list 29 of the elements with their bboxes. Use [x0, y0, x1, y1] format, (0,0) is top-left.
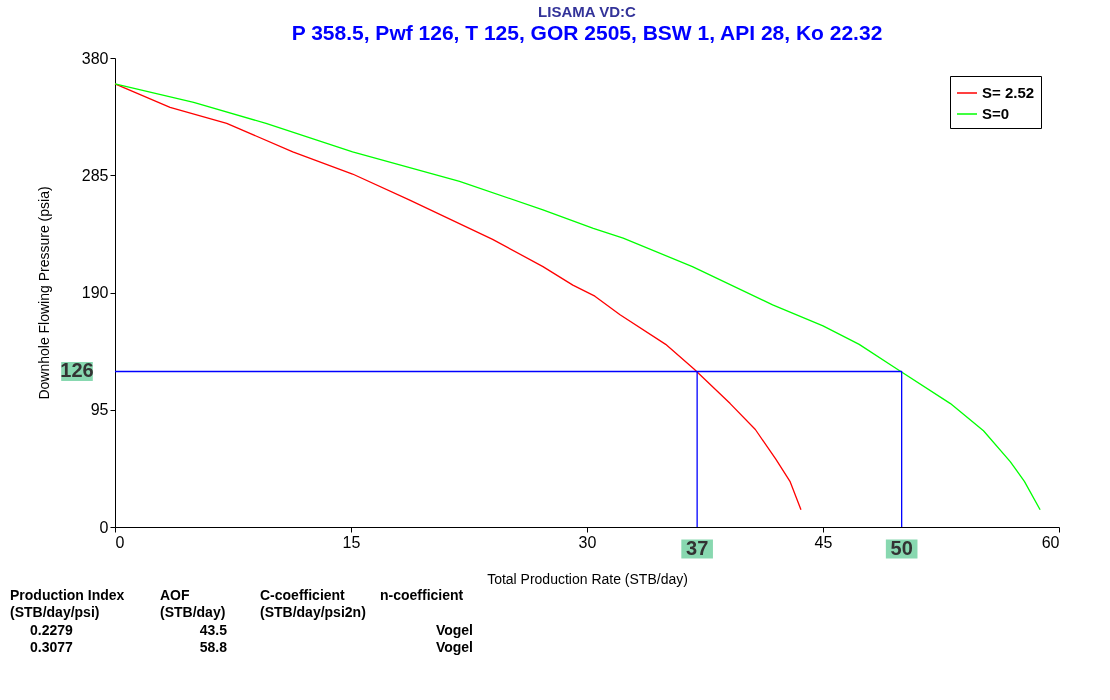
- text: Production Index (STB/day/psi): [10, 587, 125, 620]
- annotation: 37: [686, 537, 709, 559]
- x-tick-label: 45: [814, 533, 833, 551]
- text: 0.3077: [30, 639, 74, 655]
- text: C-coefficient (STB/day/psi2n): [260, 587, 366, 620]
- chart-subtitle: P 358.5, Pwf 126, T 125, GOR 2505, BSW 1, API 28, Ko 22.32: [291, 21, 883, 44]
- y-tick-label: 285: [81, 166, 109, 184]
- text: 0.2279: [30, 622, 74, 638]
- x-tick-label: 30: [578, 533, 597, 551]
- text: Vogel: [435, 639, 473, 655]
- text: Vogel: [435, 622, 473, 638]
- x-axis-title: Total Production Rate (STB/day): [487, 570, 688, 587]
- text: 43.5: [199, 622, 228, 638]
- y-tick-label: 95: [90, 401, 109, 419]
- x-tick-label: 60: [1041, 533, 1060, 551]
- annotation: 126: [60, 359, 94, 382]
- x-tick-label: 15: [342, 533, 361, 551]
- annotation: 50: [890, 537, 913, 559]
- y-axis-title: Downhole Flowing Pressure (psia): [35, 186, 52, 400]
- y-tick-label: 190: [81, 284, 109, 301]
- text: AOF (STB/day): [160, 587, 226, 620]
- chart-title: LISAMA VD:C: [538, 3, 637, 20]
- text: n-coefficient: [380, 587, 464, 603]
- legend-label: S= 2.52: [982, 84, 1035, 101]
- legend-label: S=0: [982, 105, 1010, 122]
- x-tick-label: 0: [115, 533, 125, 551]
- y-tick-label: 380: [81, 49, 109, 67]
- text: 58.8: [199, 639, 228, 655]
- y-tick-label: 0: [99, 518, 109, 536]
